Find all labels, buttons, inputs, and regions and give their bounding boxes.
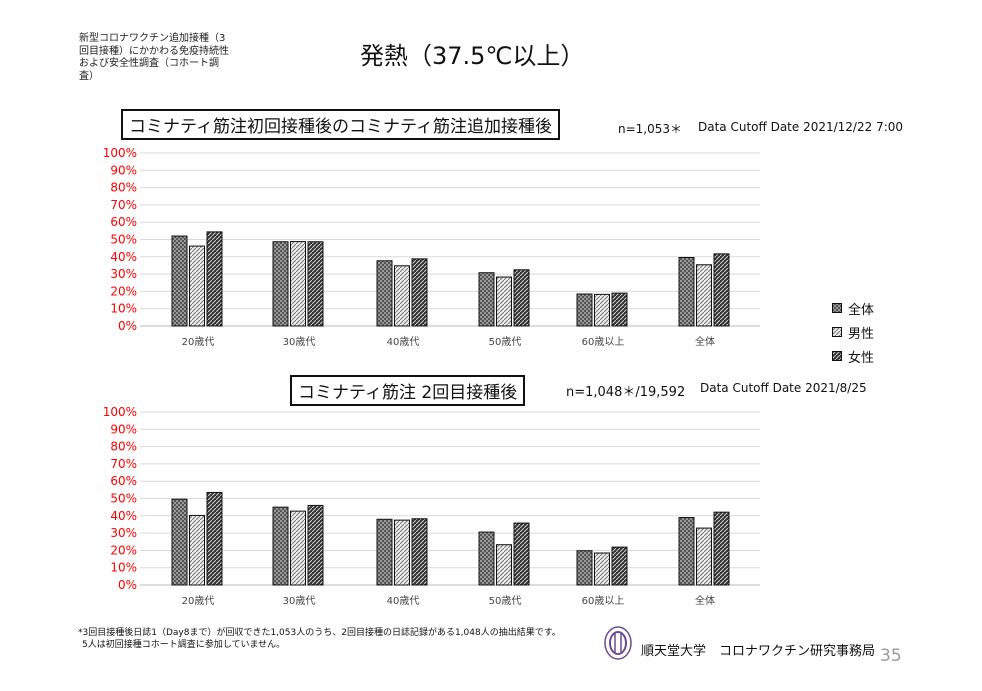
bar-全体 <box>272 506 289 586</box>
chart1-plot: 0% 10% 20% 30% 40% 50% 60% 70% 80% 90% 100% 20歳代 30歳… <box>103 146 760 348</box>
y-tick-label: 20% <box>110 284 137 298</box>
bar-男性 <box>290 241 306 327</box>
x-tick-label: 30歳代 <box>283 595 316 607</box>
x-tick-label: 50歳代 <box>489 595 522 607</box>
legend-label: 全体 <box>848 302 875 318</box>
legend-swatch-icon <box>832 303 842 313</box>
x-tick-label: 60歳以上 <box>582 595 625 607</box>
y-tick-label: 50% <box>110 492 137 506</box>
chart2-cutoff: Data Cutoff Date 2021/8/25 <box>700 381 867 395</box>
y-tick-label: 70% <box>110 457 137 471</box>
x-tick-label: 20歳代 <box>182 595 215 607</box>
chart1-cutoff: Data Cutoff Date 2021/12/22 7:00 <box>698 120 904 134</box>
chart1-title: コミナティ筋注初回接種後のコミナティ筋注追加接種後 <box>121 109 560 140</box>
bar-女性 <box>307 504 324 586</box>
university-logo-icon <box>604 626 632 660</box>
y-tick-label: 90% <box>110 163 137 177</box>
bar-男性 <box>496 544 512 586</box>
chart2-n: n=1,048＊/19,592 <box>566 385 686 400</box>
bar-女性 <box>411 518 428 586</box>
y-tick-label: 30% <box>110 526 137 540</box>
y-tick-label: 10% <box>110 561 137 575</box>
y-tick-label: 50% <box>110 233 137 247</box>
y-tick-label: 0% <box>118 319 137 333</box>
x-tick-label: 30歳代 <box>283 336 316 348</box>
legend-item: 女性 <box>832 344 874 368</box>
x-tick-label: 50歳代 <box>489 336 522 348</box>
bar-男性 <box>594 552 610 586</box>
bar-男性 <box>189 514 205 586</box>
legend-swatch-icon <box>832 351 842 361</box>
chart2-plot: 0% 10% 20% 30% 40% 50% 60% 70% 80% 90% 100% 20歳代 30歳… <box>103 405 760 607</box>
y-tick-label: 20% <box>110 543 137 557</box>
bar-女性 <box>513 269 530 327</box>
bar-女性 <box>713 253 730 327</box>
y-tick-label: 100% <box>103 405 137 419</box>
y-tick-label: 40% <box>110 250 137 264</box>
y-tick-label: 30% <box>110 267 137 281</box>
x-tick-label: 40歳代 <box>387 336 420 348</box>
bar-女性 <box>713 511 730 586</box>
legend-item: 全体 <box>832 296 874 320</box>
bar-女性 <box>206 231 223 327</box>
legend: 全体 男性 女性 <box>832 296 874 368</box>
x-tick-label: 40歳代 <box>387 595 420 607</box>
bar-全体 <box>272 241 289 327</box>
bar-全体 <box>678 517 695 586</box>
bar-男性 <box>594 293 610 327</box>
legend-label: 男性 <box>848 326 875 342</box>
bar-男性 <box>496 276 512 327</box>
bar-男性 <box>394 265 410 327</box>
x-tick-label: 全体 <box>695 594 715 607</box>
bar-男性 <box>394 519 410 586</box>
bar-女性 <box>206 491 223 586</box>
legend-swatch-icon <box>832 327 842 337</box>
bar-全体 <box>678 256 695 327</box>
bar-全体 <box>171 498 188 586</box>
page-number: 35 <box>880 646 902 666</box>
y-tick-label: 100% <box>103 146 137 160</box>
bar-全体 <box>576 550 593 586</box>
legend-item: 男性 <box>832 320 874 344</box>
x-tick-label: 60歳以上 <box>582 336 625 348</box>
y-tick-label: 80% <box>110 440 137 454</box>
legend-label: 女性 <box>848 350 875 366</box>
study-label: 新型コロナワクチン追加接種（3回目接種）にかかわる免疫持続性および安全性調査（コ… <box>79 33 229 82</box>
bar-女性 <box>411 258 428 327</box>
bar-女性 <box>513 522 530 586</box>
bar-全体 <box>376 518 393 586</box>
bar-全体 <box>478 272 495 327</box>
bar-全体 <box>576 293 593 327</box>
y-tick-label: 40% <box>110 509 137 523</box>
footnote: *3回目接種後日誌1（Day8まで）が回収できた1,053人のうち、2回目接種の… <box>78 627 561 651</box>
organization: 順天堂大学 コロナワクチン研究事務局 <box>641 644 876 659</box>
bar-男性 <box>696 264 712 327</box>
y-tick-label: 70% <box>110 198 137 212</box>
y-tick-label: 80% <box>110 181 137 195</box>
bar-女性 <box>307 241 324 327</box>
chart1-n: n=1,053＊ <box>618 122 683 136</box>
y-tick-label: 10% <box>110 302 137 316</box>
bar-男性 <box>696 527 712 586</box>
x-tick-label: 20歳代 <box>182 336 215 348</box>
y-tick-label: 0% <box>118 578 137 592</box>
bar-男性 <box>189 245 205 327</box>
bar-女性 <box>611 546 628 586</box>
bar-全体 <box>478 531 495 586</box>
bar-男性 <box>290 510 306 586</box>
bar-女性 <box>611 292 628 327</box>
footnote-line: *3回目接種後日誌1（Day8まで）が回収できた1,053人のうち、2回目接種の… <box>78 628 561 638</box>
y-tick-label: 60% <box>110 215 137 229</box>
bar-全体 <box>376 260 393 327</box>
chart2-title: コミナティ筋注 2回目接種後 <box>290 375 526 406</box>
x-tick-label: 全体 <box>695 335 715 348</box>
footnote-line: 5人は初回接種コホート調査に参加していません。 <box>82 640 286 650</box>
y-tick-label: 60% <box>110 474 137 488</box>
y-tick-label: 90% <box>110 422 137 436</box>
page-title: 発熱（37.5℃以上） <box>360 42 585 70</box>
bar-全体 <box>171 235 188 327</box>
